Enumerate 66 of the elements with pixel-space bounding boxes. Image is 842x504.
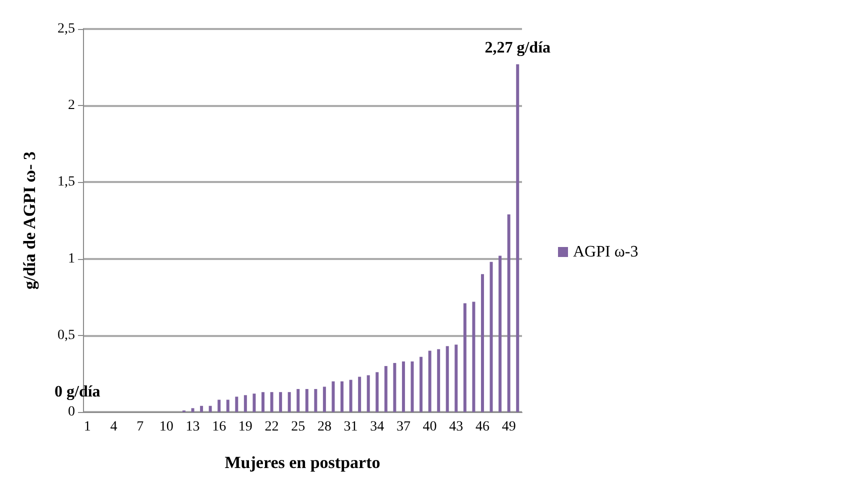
bar [349, 380, 352, 412]
bar [480, 274, 484, 412]
bar [358, 376, 362, 412]
bar [446, 346, 449, 412]
y-tick-label: 2 [68, 98, 75, 114]
x-tick-label: 10 [159, 420, 174, 434]
x-tick-label: 46 [475, 420, 490, 434]
y-axis-title: g/día de AGPI ω- 3 [20, 151, 39, 290]
x-tick-label: 7 [136, 420, 144, 434]
x-tick-label: 37 [396, 420, 410, 434]
annotation: 2,27 g/día [484, 40, 551, 57]
bar [437, 349, 440, 412]
x-tick-label: 25 [291, 420, 306, 434]
bar [454, 344, 458, 412]
bar [420, 356, 423, 412]
bar [384, 366, 388, 412]
bar [490, 262, 493, 412]
bar [463, 303, 466, 412]
bar [279, 392, 282, 412]
bar [332, 381, 335, 412]
bar [270, 392, 274, 412]
bar [516, 64, 520, 412]
bar [218, 400, 221, 412]
y-tick-label: 0,5 [58, 328, 75, 343]
bar [322, 386, 326, 412]
bar [393, 362, 396, 412]
bar [252, 394, 256, 412]
x-tick-label: 31 [344, 420, 358, 434]
bar [472, 302, 476, 412]
y-tick-label: 2,5 [58, 22, 75, 36]
bar [244, 395, 247, 412]
legend-label: AGPI ω-3 [573, 244, 638, 260]
bar [402, 361, 405, 412]
y-tick-label: 1,5 [58, 174, 75, 190]
bar [507, 214, 510, 412]
x-tick-label: 13 [186, 420, 200, 434]
bar [191, 408, 194, 412]
bar [305, 389, 308, 412]
bar [261, 392, 264, 412]
bar [296, 389, 300, 412]
annotation: 0 g/día [54, 384, 100, 400]
x-tick-label: 43 [449, 420, 464, 434]
bar [226, 400, 230, 412]
bar [376, 372, 379, 412]
x-tick-label: 22 [264, 420, 279, 434]
bar [235, 396, 238, 412]
x-tick-label: 19 [238, 420, 252, 434]
bar [410, 361, 414, 412]
bar [288, 392, 291, 412]
bar [498, 256, 502, 412]
bar [366, 375, 370, 412]
bar [208, 406, 212, 412]
bar [340, 381, 344, 412]
x-tick-label: 4 [110, 420, 118, 434]
x-tick-label: 1 [84, 420, 91, 434]
bar [314, 389, 318, 412]
bar [428, 350, 432, 412]
y-tick-label: 1 [68, 251, 75, 266]
x-tick-label: 40 [422, 420, 437, 434]
x-tick-label: 28 [317, 420, 332, 434]
bar [200, 406, 204, 412]
y-tick-label: 0 [68, 404, 75, 420]
x-tick-label: 49 [502, 420, 516, 434]
x-tick-label: 16 [212, 420, 226, 434]
x-tick-label: 34 [370, 420, 384, 434]
x-axis-title: Mujeres en postparto [224, 453, 380, 472]
